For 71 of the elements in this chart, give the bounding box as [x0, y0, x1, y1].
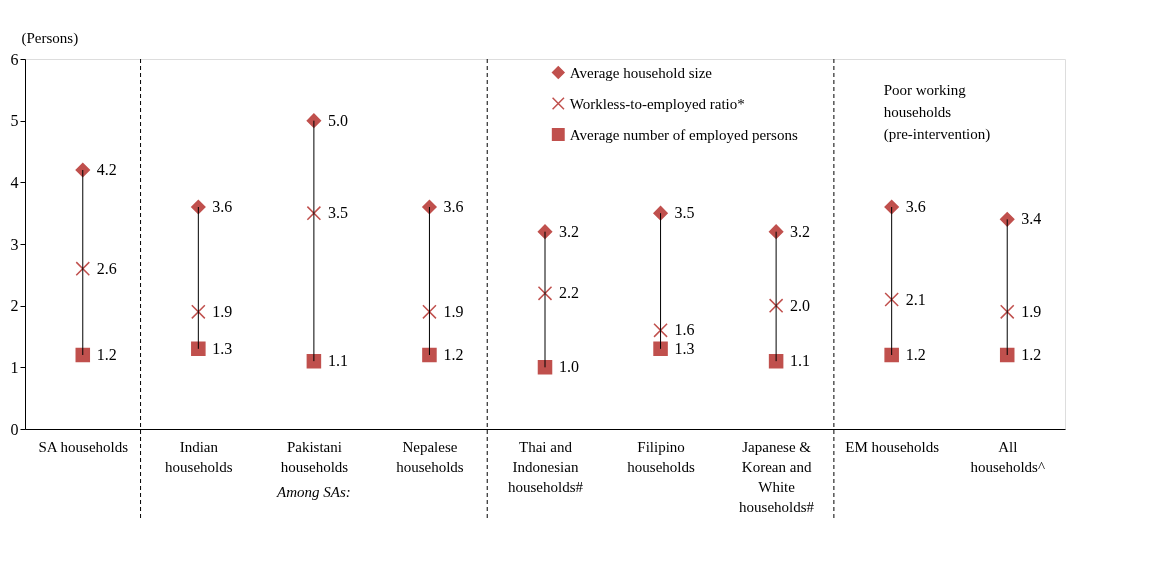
point: [884, 347, 899, 363]
data-label: 3.6: [443, 198, 464, 215]
point: [191, 199, 206, 215]
data-label: 1.2: [443, 346, 464, 363]
data-label: 1.3: [212, 339, 233, 357]
legend-label: Average number of employed persons: [569, 126, 798, 143]
point: [537, 286, 553, 301]
y-axis-title: (Persons): [21, 29, 79, 47]
x-tick-label: SA households: [38, 438, 129, 455]
data-label: 3.2: [790, 222, 811, 240]
data-label: 1.2: [1021, 346, 1042, 363]
y-tick-label: 1: [10, 358, 19, 376]
data-label: 2.6: [96, 259, 117, 277]
x-tick-label: Thai and Indonesian households#: [508, 438, 584, 495]
data-label: 3.4: [1021, 210, 1042, 228]
data-label: 2.0: [790, 296, 811, 314]
point: [653, 323, 668, 338]
point: [306, 205, 322, 221]
data-label: 1.0: [559, 358, 579, 376]
point: [75, 261, 91, 276]
point: [768, 298, 784, 313]
point: [422, 199, 437, 215]
point: [75, 162, 91, 178]
point: [191, 341, 206, 357]
point: [884, 292, 899, 307]
data-label: 5.0: [327, 111, 348, 129]
x-tick-label: All households^: [970, 438, 1045, 475]
data-label: 1.1: [327, 352, 348, 370]
x-tick-label: Filipino households: [627, 438, 695, 475]
y-tick-label: 5: [10, 112, 19, 130]
data-label: 3.6: [905, 198, 926, 215]
legend-label: Average household size: [569, 64, 713, 81]
annotation: Poor working households (pre-intervention): [883, 82, 991, 143]
y-tick-label: 0: [10, 420, 19, 438]
point: [75, 347, 91, 363]
y-tick-label: 3: [10, 235, 19, 253]
y-tick-label: 6: [10, 50, 19, 68]
point: [537, 360, 553, 375]
x-tick-label: Japanese & Korean and White households#: [739, 438, 815, 515]
data-label: 2.1: [905, 290, 926, 308]
data-label: 3.6: [212, 198, 233, 215]
point: [884, 199, 899, 215]
y-tick-label: 4: [10, 173, 19, 191]
x-tick-label: Indian households: [165, 438, 233, 475]
y-tick-label: 2: [10, 297, 19, 315]
data-label: 1.2: [96, 346, 117, 363]
data-label: 1.9: [212, 302, 233, 320]
point: [999, 212, 1015, 227]
point: [653, 205, 668, 221]
data-label: 1.2: [905, 346, 926, 363]
data-label: 1.3: [674, 339, 695, 357]
data-label: 3.2: [559, 222, 579, 240]
data-label: 1.9: [1021, 302, 1042, 320]
x-tick-label: Pakistani households: [280, 438, 349, 475]
data-label: 3.5: [674, 204, 695, 222]
point: [422, 347, 437, 363]
data-label: 1.6: [674, 321, 695, 339]
point: [999, 304, 1015, 320]
legend-label: Workless-to-employed ratio*: [569, 95, 745, 112]
point: [191, 304, 206, 320]
data-label: 1.9: [443, 302, 464, 320]
x-tick-label: EM households: [845, 438, 940, 455]
point: [999, 347, 1015, 363]
point: [422, 304, 437, 320]
data-label: 2.2: [559, 284, 579, 302]
point: [653, 341, 668, 357]
data-label: 1.1: [790, 352, 811, 370]
data-label: 4.2: [96, 161, 117, 178]
data-label: 3.5: [327, 204, 348, 222]
x-tick-label: Nepalese households: [396, 438, 464, 475]
text: Among SAs:: [276, 484, 351, 500]
